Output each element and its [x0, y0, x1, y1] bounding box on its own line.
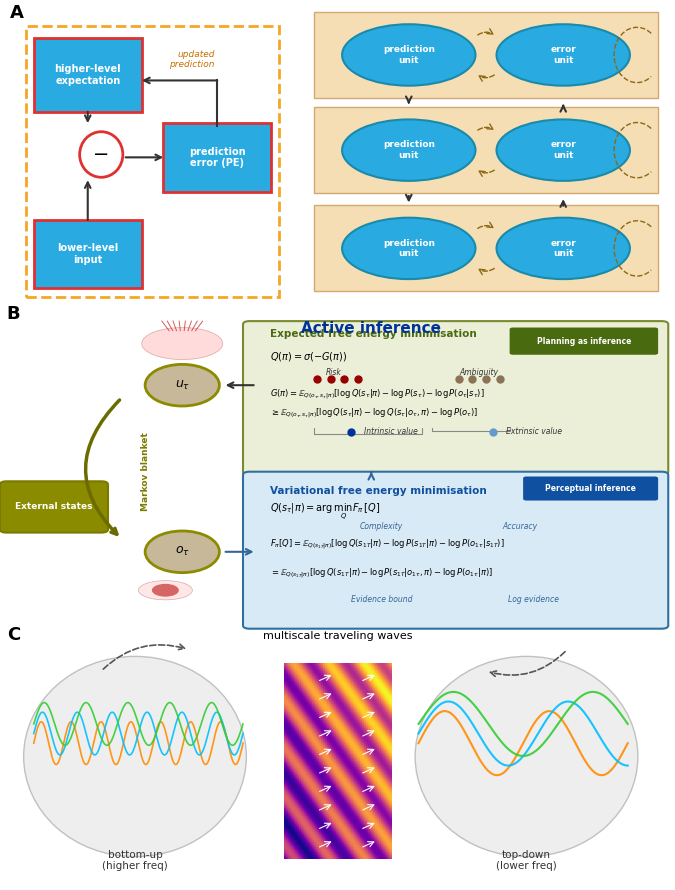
Text: C: C [7, 626, 20, 643]
Ellipse shape [152, 584, 179, 596]
Text: Ambiguity: Ambiguity [460, 368, 499, 377]
Ellipse shape [24, 657, 246, 856]
Text: bottom-up sensory input: bottom-up sensory input [430, 346, 542, 356]
FancyBboxPatch shape [523, 476, 658, 500]
Circle shape [80, 132, 123, 177]
Text: $Q(\pi)=\sigma(-G(\pi))$: $Q(\pi)=\sigma(-G(\pi))$ [270, 350, 347, 363]
Ellipse shape [138, 580, 192, 600]
Text: prediction
unit: prediction unit [383, 45, 435, 65]
Ellipse shape [145, 364, 219, 406]
Ellipse shape [497, 119, 630, 181]
Text: A: A [9, 4, 24, 21]
Text: bottom-up
(higher freq): bottom-up (higher freq) [102, 850, 168, 871]
Text: higher-level
expectation: higher-level expectation [55, 64, 121, 85]
Text: $u_\tau$: $u_\tau$ [175, 378, 190, 392]
FancyBboxPatch shape [243, 321, 668, 475]
Ellipse shape [497, 24, 630, 85]
Text: Evidence bound: Evidence bound [350, 595, 412, 604]
Text: top-down
(lower freq): top-down (lower freq) [496, 850, 557, 871]
Text: prediction
unit: prediction unit [383, 141, 435, 160]
Ellipse shape [142, 328, 223, 360]
Text: error
unit: error unit [550, 141, 576, 160]
Text: $Q(s_\tau|\pi)=\arg\min_Q F_\pi[Q]$: $Q(s_\tau|\pi)=\arg\min_Q F_\pi[Q]$ [270, 501, 380, 522]
Text: Extrinsic value: Extrinsic value [506, 427, 562, 436]
Text: Perceptual inference: Perceptual inference [545, 484, 636, 493]
Text: prediction
error (PE): prediction error (PE) [189, 147, 246, 168]
Text: B: B [7, 305, 20, 323]
Text: Expected free energy minimisation: Expected free energy minimisation [270, 329, 477, 339]
Text: $G(\pi)=\mathbb{E}_{Q(o_\tau,s_\tau|\pi)}[\log Q(s_\tau|\pi)-\log P(s_\tau)-\log: $G(\pi)=\mathbb{E}_{Q(o_\tau,s_\tau|\pi)… [270, 388, 485, 402]
Text: Intrinsic value: Intrinsic value [364, 427, 418, 436]
Ellipse shape [145, 531, 219, 572]
Text: lower-level
input: lower-level input [57, 243, 118, 265]
Text: $o_\tau$: $o_\tau$ [175, 546, 190, 558]
Text: Planning as inference: Planning as inference [537, 336, 631, 345]
Text: Log evidence: Log evidence [508, 595, 559, 604]
Text: $F_\pi[Q]=\mathbb{E}_{Q(s_{1T}|\pi)}[\log Q(s_{1T}|\pi)-\log P(s_{1T}|\pi)-\log : $F_\pi[Q]=\mathbb{E}_{Q(s_{1T}|\pi)}[\lo… [270, 538, 505, 553]
FancyBboxPatch shape [314, 206, 658, 291]
Text: Accuracy: Accuracy [502, 522, 537, 531]
Ellipse shape [415, 657, 638, 856]
Text: Variational free energy minimisation: Variational free energy minimisation [270, 486, 487, 496]
Text: $=\mathbb{E}_{Q(s_{1T}|\pi)}[\log Q(s_{1T}|\pi)-\log P(s_{1T}|o_{1\tau},\pi)-\lo: $=\mathbb{E}_{Q(s_{1T}|\pi)}[\log Q(s_{1… [270, 567, 493, 581]
FancyBboxPatch shape [243, 472, 668, 628]
Ellipse shape [342, 218, 475, 279]
Text: error
unit: error unit [550, 239, 576, 258]
FancyBboxPatch shape [510, 328, 658, 355]
FancyBboxPatch shape [163, 123, 271, 191]
Text: updated
prediction: updated prediction [169, 50, 215, 69]
Ellipse shape [497, 218, 630, 279]
FancyBboxPatch shape [26, 27, 279, 297]
FancyBboxPatch shape [314, 12, 658, 98]
Ellipse shape [342, 24, 475, 85]
Text: Risk: Risk [326, 368, 342, 377]
FancyBboxPatch shape [314, 107, 658, 193]
Text: prediction
unit: prediction unit [383, 239, 435, 258]
Text: error
unit: error unit [550, 45, 576, 65]
Text: Complexity: Complexity [360, 522, 403, 531]
Text: $\geq\mathbb{E}_{Q(o_\tau,s_\tau|\pi)}[\log Q(s_\tau|\pi)-\log Q(s_\tau|o_\tau,\: $\geq\mathbb{E}_{Q(o_\tau,s_\tau|\pi)}[\… [270, 407, 479, 421]
FancyBboxPatch shape [34, 37, 142, 112]
Text: External states: External states [16, 503, 92, 512]
FancyBboxPatch shape [34, 220, 142, 288]
Text: −: − [93, 145, 109, 164]
Text: Active inference: Active inference [301, 321, 441, 336]
FancyBboxPatch shape [0, 481, 108, 532]
Text: Markov blanket: Markov blanket [140, 433, 150, 511]
Text: multiscale traveling waves: multiscale traveling waves [263, 631, 412, 641]
Ellipse shape [342, 119, 475, 181]
